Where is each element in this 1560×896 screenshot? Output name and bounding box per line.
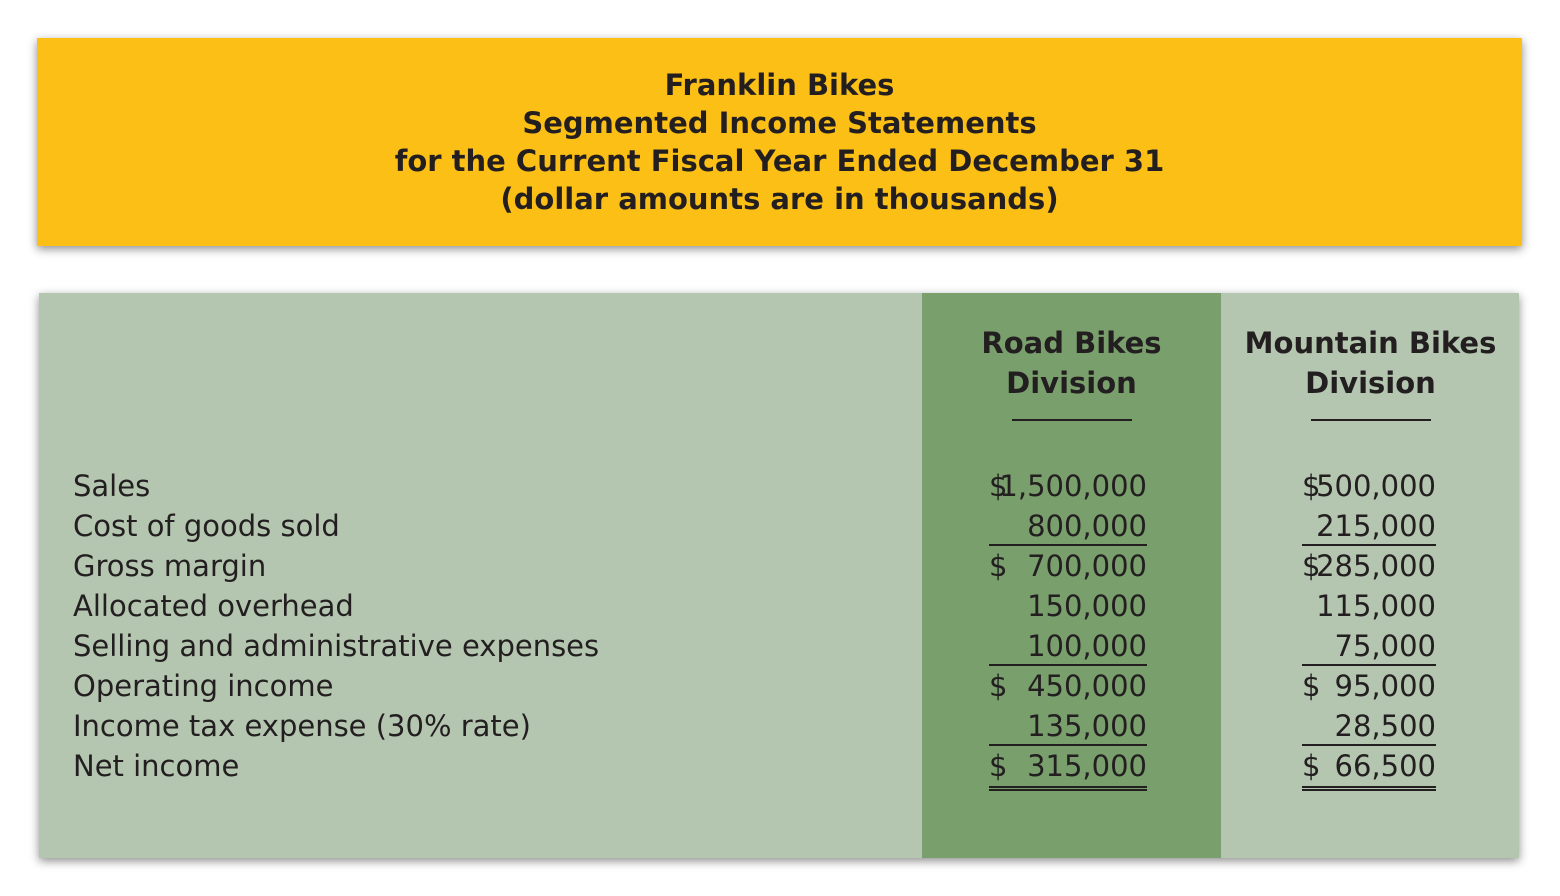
- amount-value: 135,000: [1027, 709, 1147, 743]
- row-label: Allocated overhead: [73, 589, 354, 623]
- amount-value: 450,000: [1027, 669, 1147, 703]
- currency-symbol: $: [989, 469, 1008, 503]
- income-statement-table: Road Bikes Division Mountain Bikes Divis…: [39, 293, 1519, 858]
- row-label: Net income: [73, 749, 240, 783]
- mountain-bikes-header-rule: [1310, 419, 1431, 421]
- currency-symbol: $: [989, 549, 1008, 583]
- mountain-bikes-header-line2: Division: [1305, 366, 1436, 400]
- road-amount: 800,000: [989, 506, 1147, 546]
- road-bikes-header-line1: Road Bikes: [981, 326, 1162, 360]
- mountain-amount: $ 66,500: [1302, 744, 1436, 791]
- currency-symbol: $: [1302, 669, 1321, 703]
- company-name: Franklin Bikes: [664, 68, 895, 102]
- row-label: Sales: [73, 469, 151, 503]
- mountain-bikes-header-line1: Mountain Bikes: [1244, 326, 1497, 360]
- currency-symbol: $: [1302, 549, 1321, 583]
- row-net-income: Net income $ 315,000 $ 66,500: [39, 744, 1519, 791]
- row-label: Cost of goods sold: [73, 509, 340, 543]
- road-bikes-column-header: Road Bikes Division: [922, 323, 1221, 421]
- amount-value: 66,500: [1334, 749, 1436, 783]
- currency-symbol: $: [989, 749, 1008, 783]
- amount-value: 215,000: [1316, 509, 1436, 543]
- road-amount: $ 1,500,000: [989, 466, 1147, 506]
- amount-value: 95,000: [1334, 669, 1436, 703]
- row-income-tax-expense: Income tax expense (30% rate) 135,000 28…: [39, 706, 1519, 746]
- amount-value: 115,000: [1316, 589, 1436, 623]
- statement-title: Segmented Income Statements: [522, 106, 1037, 140]
- currency-symbol: $: [1302, 749, 1321, 783]
- mountain-bikes-column-header: Mountain Bikes Division: [1221, 323, 1520, 421]
- road-bikes-header-rule: [1011, 419, 1132, 421]
- currency-symbol: $: [989, 669, 1008, 703]
- amount-value: 285,000: [1316, 549, 1436, 583]
- mountain-amount: $ 95,000: [1302, 664, 1436, 706]
- amount-value: 800,000: [1027, 509, 1147, 543]
- road-amount: 150,000: [989, 586, 1147, 626]
- road-amount: $ 450,000: [989, 664, 1147, 706]
- statement-period: for the Current Fiscal Year Ended Decemb…: [394, 144, 1165, 178]
- mountain-amount: 115,000: [1302, 586, 1436, 626]
- amount-value: 75,000: [1334, 629, 1436, 663]
- amount-value: 100,000: [1027, 629, 1147, 663]
- statement-header: Franklin Bikes Segmented Income Statemen…: [37, 38, 1522, 246]
- amount-value: 28,500: [1334, 709, 1436, 743]
- road-amount: 135,000: [989, 706, 1147, 746]
- road-bikes-column-highlight: [922, 293, 1221, 858]
- road-amount: $ 315,000: [989, 744, 1147, 791]
- mountain-amount: 28,500: [1302, 706, 1436, 746]
- row-label: Gross margin: [73, 549, 267, 583]
- row-operating-income: Operating income $ 450,000 $ 95,000: [39, 664, 1519, 706]
- amount-value: 150,000: [1027, 589, 1147, 623]
- amount-value: 315,000: [1027, 749, 1147, 783]
- row-allocated-overhead: Allocated overhead 150,000 115,000: [39, 586, 1519, 626]
- mountain-amount: $ 285,000: [1302, 544, 1436, 586]
- row-label: Operating income: [73, 669, 334, 703]
- amount-value: 1,500,000: [999, 469, 1147, 503]
- mountain-amount: $ 500,000: [1302, 466, 1436, 506]
- row-label: Selling and administrative expenses: [73, 629, 600, 663]
- row-gross-margin: Gross margin $ 700,000 $ 285,000: [39, 544, 1519, 586]
- row-sales: Sales $ 1,500,000 $ 500,000: [39, 466, 1519, 506]
- amount-value: 500,000: [1316, 469, 1436, 503]
- row-selling-admin-expenses: Selling and administrative expenses 100,…: [39, 626, 1519, 666]
- mountain-amount: 215,000: [1302, 506, 1436, 546]
- road-amount: $ 700,000: [989, 544, 1147, 586]
- row-cost-of-goods-sold: Cost of goods sold 800,000 215,000: [39, 506, 1519, 546]
- amount-value: 700,000: [1027, 549, 1147, 583]
- road-bikes-header-line2: Division: [1006, 366, 1137, 400]
- statement-units-note: (dollar amounts are in thousands): [500, 182, 1059, 216]
- mountain-amount: 75,000: [1302, 626, 1436, 666]
- road-amount: 100,000: [989, 626, 1147, 666]
- currency-symbol: $: [1302, 469, 1321, 503]
- row-label: Income tax expense (30% rate): [73, 709, 531, 743]
